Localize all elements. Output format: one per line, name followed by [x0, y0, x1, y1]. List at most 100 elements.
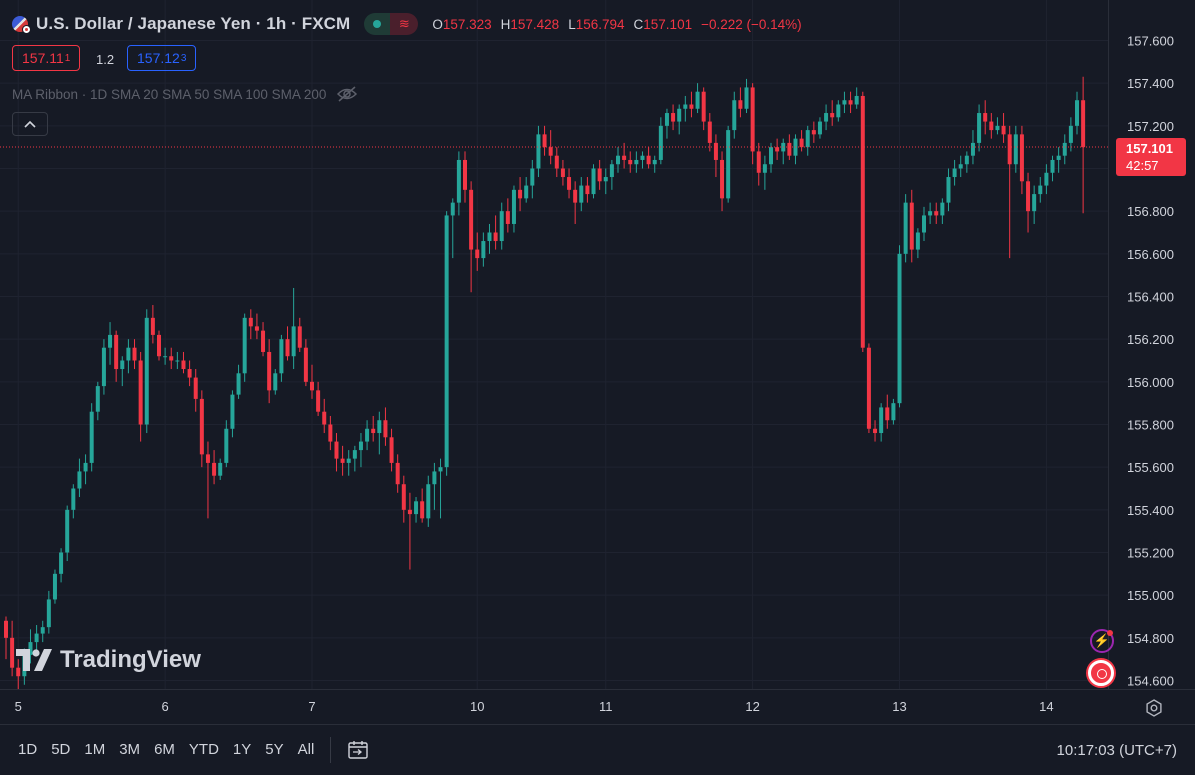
candle-body [664, 113, 669, 126]
candle [236, 364, 241, 399]
candle-body [438, 467, 443, 472]
candle [132, 339, 137, 370]
timeframe-5y[interactable]: 5Y [265, 741, 284, 758]
candle-body [169, 356, 174, 361]
candle-body [769, 147, 773, 165]
candle [126, 339, 131, 374]
alerts-lightning-button[interactable]: ⚡ [1090, 629, 1114, 653]
candle-body [524, 185, 529, 199]
candle [108, 322, 113, 365]
timeframe-5d[interactable]: 5D [51, 741, 71, 758]
candle-body [59, 552, 64, 574]
candle [536, 125, 541, 178]
timeframe-all[interactable]: All [297, 741, 315, 758]
candle [603, 168, 608, 195]
candle-body [248, 317, 253, 327]
timeframe-ytd[interactable]: YTD [188, 741, 219, 758]
candle-body [616, 155, 620, 165]
market-status-pill[interactable]: ≋ [364, 13, 419, 35]
candle-body [163, 356, 168, 358]
calendar-goto-icon[interactable] [347, 740, 369, 760]
candle-body [940, 202, 945, 216]
candle [922, 206, 926, 242]
candle-body [328, 424, 333, 442]
tradingview-logo[interactable]: TradingView [16, 646, 201, 674]
spread-value: 1.2 [96, 51, 115, 67]
candle [279, 334, 284, 382]
candle [799, 130, 804, 152]
candle [1050, 155, 1055, 182]
candle [138, 351, 143, 442]
y-tick-label: 154.800 [1127, 631, 1174, 646]
candle [664, 108, 669, 139]
candle-body [830, 113, 835, 118]
usd-jpy-flag-icon [12, 16, 31, 34]
candle-body [1038, 185, 1043, 195]
candle [144, 309, 149, 434]
candle [493, 215, 498, 250]
candle [891, 398, 896, 425]
candle-body [799, 138, 804, 148]
candle-body [316, 390, 321, 412]
sell-button[interactable]: 157.11 1 [12, 45, 81, 71]
timeframe-1y[interactable]: 1Y [232, 741, 252, 758]
candle [836, 100, 841, 122]
symbol-title[interactable]: U.S. Dollar / Japanese Yen · 1h · FXCM [36, 14, 351, 33]
candle [1019, 125, 1024, 195]
candle-body [695, 91, 700, 109]
indicator-legend[interactable]: MA Ribbon · 1D SMA 20 SMA 50 SMA 100 SMA… [12, 86, 358, 102]
candle [212, 450, 217, 485]
candle [769, 142, 773, 173]
candle-body [1032, 194, 1037, 212]
timeframe-3m[interactable]: 3M [119, 741, 141, 758]
candle [677, 104, 682, 135]
candle [469, 181, 474, 293]
ohlc-close: C157.101 [633, 16, 693, 32]
candle-body [285, 339, 290, 357]
candle-body [879, 407, 884, 434]
buy-button[interactable]: 157.12 3 [127, 45, 197, 71]
candle-body [909, 202, 914, 250]
candle-body [273, 373, 278, 391]
y-tick-label: 156.800 [1127, 204, 1174, 219]
candle-body [989, 121, 994, 131]
toolbar-divider [330, 736, 332, 763]
eye-hidden-icon[interactable] [336, 86, 358, 102]
candle-body [407, 509, 412, 515]
candle-body [4, 620, 8, 638]
candle [273, 369, 278, 395]
y-tick-label: 157.400 [1127, 76, 1174, 91]
settings-gear-icon[interactable] [1144, 698, 1164, 718]
session-clock[interactable]: 10:17:03 (UTC+7) [1056, 741, 1177, 759]
candle-body [744, 87, 749, 109]
candle [28, 629, 33, 664]
candle [952, 159, 957, 186]
candle-body [89, 411, 94, 463]
candle [909, 189, 914, 263]
candle [873, 420, 878, 442]
timeframe-6m[interactable]: 6M [154, 741, 175, 758]
timeframe-1m[interactable]: 1M [84, 741, 106, 758]
candle [181, 351, 186, 374]
candle-body [1050, 159, 1055, 173]
candle-body [585, 185, 590, 195]
candle-body [958, 164, 963, 169]
timeframe-1d[interactable]: 1D [18, 741, 38, 758]
candle [83, 454, 88, 485]
candle-body [603, 177, 608, 182]
candle-body [934, 211, 939, 216]
candle-body [199, 398, 204, 455]
candle-body [1001, 125, 1006, 135]
collapse-legend-button[interactable] [12, 112, 48, 136]
record-button[interactable] [1088, 660, 1114, 686]
candle-body [824, 113, 829, 122]
candle [879, 403, 884, 442]
candle-body [120, 360, 125, 370]
candle [89, 403, 94, 472]
candle [1062, 134, 1067, 165]
candle [426, 475, 431, 527]
chart-header: U.S. Dollar / Japanese Yen · 1h · FXCM ≋… [12, 10, 802, 38]
x-tick-label: 11 [599, 699, 613, 714]
candle [1081, 76, 1086, 214]
